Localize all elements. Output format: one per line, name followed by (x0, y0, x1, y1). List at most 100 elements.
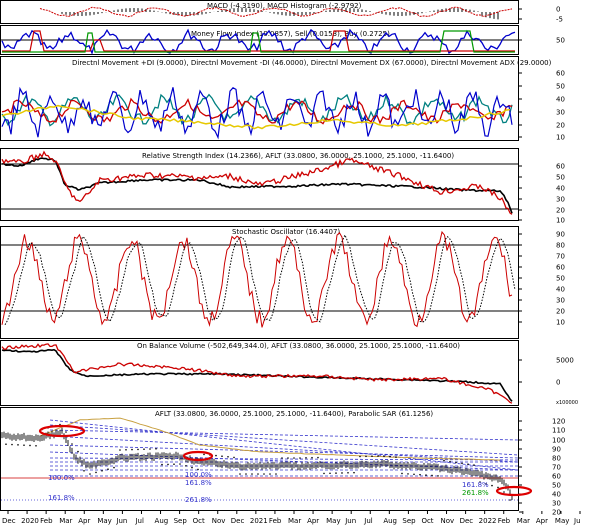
sar-dot (143, 448, 145, 451)
x-tick-label: Nov (441, 517, 455, 525)
y-tick-label: 60 (552, 473, 561, 481)
sar-dot (335, 472, 337, 474)
sar-dot (257, 473, 259, 475)
sar-dot (95, 471, 97, 474)
sar-dot (113, 466, 115, 469)
y-tick-label: 10 (556, 217, 565, 225)
series-lines (1, 6, 516, 501)
sar-dot (317, 456, 319, 459)
sar-dot (23, 444, 25, 446)
sar-dot (353, 471, 355, 474)
x-tick-label: Ju (573, 517, 581, 525)
sar-dot (485, 483, 487, 485)
sar-dot (401, 472, 403, 475)
x-tick-label: Feb (40, 517, 53, 525)
x-tick-label: 2020 (21, 517, 39, 525)
dmi-panel (0, 56, 519, 141)
fibonacci-labels: 100.0%161.8%100.0%161.8%261.8%161.8%261.… (48, 471, 489, 504)
fib-label: 261.8% (185, 496, 212, 504)
obv-scale-label: x100000 (556, 400, 578, 406)
trend-line (49, 424, 519, 456)
y-tick-label: 20 (552, 509, 561, 517)
x-tick-label: Apr (78, 517, 90, 525)
sar-dot (491, 484, 493, 487)
sar-dot (479, 481, 481, 483)
highlight-ellipse (38, 424, 86, 438)
sar-dot (425, 474, 427, 476)
sar-dot (221, 455, 223, 458)
x-tick-label: Apr (307, 517, 319, 525)
x-tick-label: Dec (460, 517, 474, 525)
sar-dot (437, 475, 439, 477)
sar-dot (299, 457, 301, 459)
y-tick-label: -5 (556, 16, 563, 24)
y-tick-label: 0 (556, 6, 560, 14)
x-tick-label: Aug (383, 517, 397, 525)
mfi-line (1, 28, 516, 55)
sar-dot (443, 459, 445, 462)
trend-line (49, 457, 519, 461)
x-axis-labels: Dec 2020 Feb Mar Apr May Jun Jul Aug Sep Oct Nov Dec… (2, 511, 581, 525)
y-tick-label: 5000 (556, 357, 574, 365)
dmi-dx-line (1, 86, 513, 140)
y-tick-label: 70 (556, 253, 565, 261)
sar-dot (395, 456, 397, 458)
y-tick-label: 50 (556, 174, 565, 182)
sar-dot (419, 473, 421, 476)
y-tick-label: 60 (556, 70, 565, 78)
sar-dot (497, 486, 499, 489)
x-tick-label: Mar (59, 517, 72, 525)
rsi-aflt-line (1, 157, 513, 214)
sar-dot (89, 473, 91, 475)
sar-dot (83, 470, 85, 472)
sar-dot (371, 455, 373, 458)
sar-dot (413, 473, 415, 476)
sar-dot (275, 473, 277, 475)
sar-dot (389, 455, 391, 458)
sar-dot (281, 457, 283, 459)
sar-dot (263, 473, 265, 475)
y-tick-label: 110 (552, 427, 565, 435)
sar-dot (323, 472, 325, 475)
dmi-adx-line (1, 104, 511, 130)
y-tick-label: 80 (552, 455, 561, 463)
trend-line (49, 435, 519, 463)
y-tick-label: 30 (556, 297, 565, 305)
obv-panel (0, 340, 519, 406)
y-tick-label: 40 (552, 491, 561, 499)
sar-dot (293, 457, 295, 459)
sar-dot (365, 455, 367, 458)
y-tick-label: 120 (552, 418, 565, 426)
sar-dot (311, 456, 313, 459)
x-tick-label: Jun (115, 517, 127, 525)
x-tick-label: May (326, 517, 340, 525)
sar-dot (101, 470, 103, 472)
y-tick-label: 40 (556, 96, 565, 104)
y-tick-label: 100 (552, 437, 565, 445)
sar-dot (149, 448, 151, 450)
x-tick-label: Feb (269, 517, 282, 525)
fib-label: 261.8% (462, 489, 489, 497)
y-tick-label: 90 (556, 231, 565, 239)
sar-dot (503, 491, 505, 493)
x-tick-label: 2022 (479, 517, 497, 525)
sar-dot (77, 450, 79, 453)
y-tick-label: 10 (556, 319, 565, 327)
y-tick-label: 60 (556, 264, 565, 272)
y-tick-label: 10 (556, 134, 565, 142)
x-tick-label: Nov (212, 517, 226, 525)
mfi-sell-line (2, 30, 515, 52)
x-tick-label: Dec (231, 517, 245, 525)
sar-dot (239, 473, 241, 475)
macd-title: MACD (-4.3190), MACD Histogram (-2.9792) (207, 2, 362, 10)
x-tick-label: Jun (344, 517, 356, 525)
x-tick-label: Aug (155, 517, 169, 525)
highlight-ellipses (38, 424, 533, 497)
sar-dot (197, 468, 199, 471)
sar-dot (305, 457, 307, 459)
sar-dot (107, 468, 109, 471)
fib-label: 100.0% (185, 471, 212, 479)
sar-dot (191, 466, 193, 469)
envelope-line (39, 417, 501, 461)
